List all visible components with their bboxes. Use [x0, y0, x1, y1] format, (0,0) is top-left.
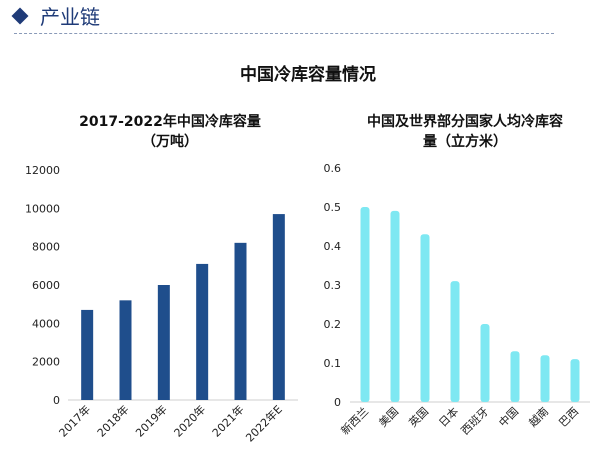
- x-tick-label: 英国: [406, 404, 431, 429]
- chart1-title-line2: （万吨）: [142, 134, 198, 150]
- main-title: 中国冷库容量情况: [240, 65, 376, 85]
- x-tick-label: 中国: [496, 405, 521, 430]
- y-tick-label: 2000: [32, 356, 60, 369]
- y-tick-label: 8000: [32, 241, 60, 254]
- x-tick-label: 西班牙: [459, 405, 492, 438]
- bar: [119, 300, 132, 400]
- y-tick-label: 0.4: [324, 240, 342, 253]
- bar: [510, 351, 520, 402]
- chart1-title-line1: 2017-2022年中国冷库容量: [79, 114, 261, 130]
- bar: [540, 355, 550, 402]
- x-tick-label: 新西兰: [338, 404, 371, 437]
- chart1-title: 2017-2022年中国冷库容量 （万吨）: [40, 112, 300, 152]
- bar: [390, 210, 400, 402]
- y-tick-label: 0.6: [324, 162, 342, 175]
- bar: [196, 263, 209, 400]
- y-tick-label: 0.2: [324, 318, 342, 331]
- x-tick-label: 美国: [376, 405, 401, 430]
- bar: [360, 207, 370, 402]
- y-tick-label: 12000: [25, 164, 60, 177]
- section-header: 产业链: [0, 0, 616, 36]
- bar: [81, 309, 94, 400]
- chart2-title-line2: 量（立方米）: [423, 134, 507, 150]
- y-tick-label: 0.5: [324, 201, 342, 214]
- bar: [480, 324, 490, 402]
- bar: [420, 234, 430, 402]
- y-tick-label: 0.3: [324, 279, 342, 292]
- x-tick-label: 巴西: [556, 405, 581, 430]
- header-divider: [14, 33, 554, 34]
- bar: [157, 285, 170, 400]
- bar: [570, 359, 580, 402]
- y-tick-label: 10000: [25, 202, 60, 215]
- bar: [234, 242, 247, 400]
- y-tick-label: 0.1: [324, 357, 342, 370]
- bar: [272, 214, 285, 400]
- chart2-title: 中国及世界部分国家人均冷库容 量（立方米）: [330, 112, 600, 152]
- y-tick-label: 4000: [32, 317, 60, 330]
- y-tick-label: 6000: [32, 279, 60, 292]
- x-tick-label: 越南: [526, 404, 551, 429]
- section-title: 产业链: [40, 5, 100, 29]
- chart2-title-line1: 中国及世界部分国家人均冷库容: [367, 114, 563, 130]
- y-tick-label: 0: [53, 394, 60, 407]
- y-tick-label: 0: [334, 396, 341, 409]
- bar: [450, 281, 460, 402]
- x-tick-label: 日本: [436, 404, 461, 429]
